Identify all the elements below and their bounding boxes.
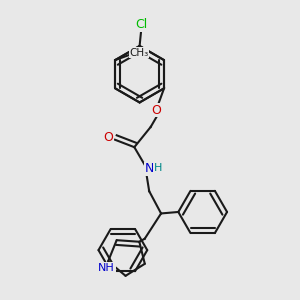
Text: H: H <box>154 163 162 173</box>
Text: O: O <box>151 103 161 116</box>
Text: O: O <box>103 131 113 144</box>
Text: NH: NH <box>98 263 115 273</box>
Text: Cl: Cl <box>135 18 148 31</box>
Text: N: N <box>145 162 154 176</box>
Text: CH₃: CH₃ <box>129 48 148 58</box>
